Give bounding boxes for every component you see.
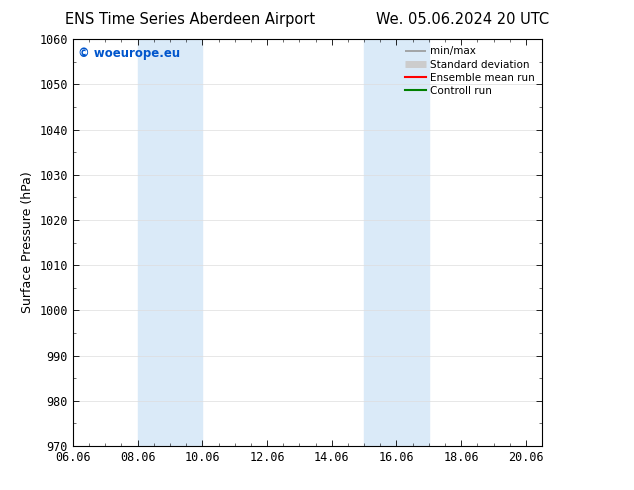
Bar xyxy=(364,39,429,446)
Legend: min/max, Standard deviation, Ensemble mean run, Controll run: min/max, Standard deviation, Ensemble me… xyxy=(403,45,537,98)
Text: ENS Time Series Aberdeen Airport: ENS Time Series Aberdeen Airport xyxy=(65,12,315,27)
Bar xyxy=(138,39,202,446)
Text: We. 05.06.2024 20 UTC: We. 05.06.2024 20 UTC xyxy=(376,12,550,27)
Y-axis label: Surface Pressure (hPa): Surface Pressure (hPa) xyxy=(21,172,34,314)
Text: © woeurope.eu: © woeurope.eu xyxy=(77,48,179,60)
